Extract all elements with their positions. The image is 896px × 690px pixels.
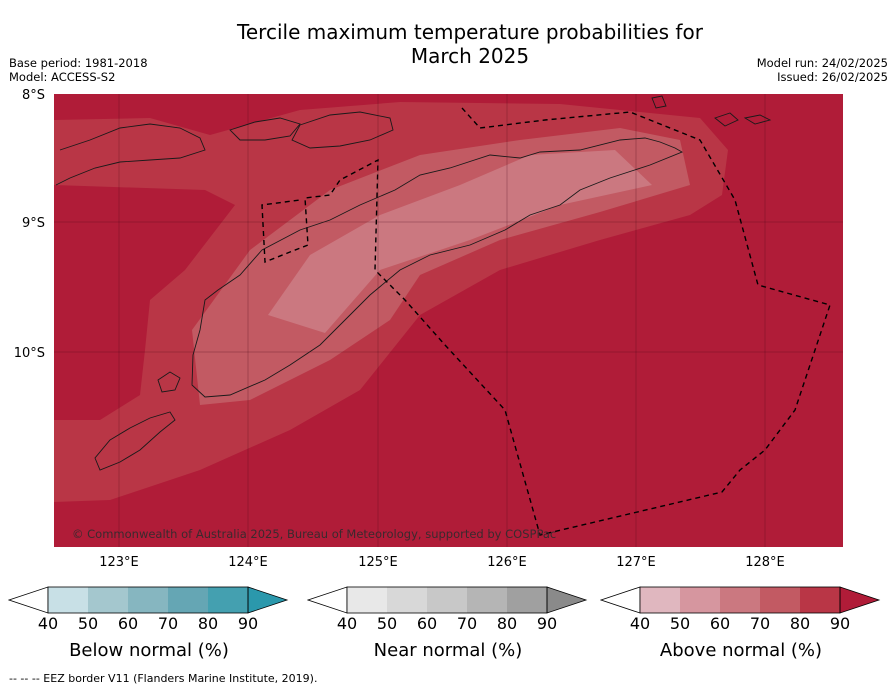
tick-label: 80: [789, 614, 811, 633]
tick-label: 70: [456, 614, 478, 633]
tick-label: 90: [237, 614, 259, 633]
colorbar-swatch: [168, 587, 208, 613]
colorbar-swatch: [760, 587, 800, 613]
probability-60-band: [268, 150, 652, 333]
tick-label: 40: [37, 614, 59, 633]
colorbar-below-normal: [7, 586, 289, 614]
colorbar-upper-extension: [546, 586, 588, 614]
legend-near-normal: [306, 585, 589, 619]
legend-above-normal: [599, 585, 882, 619]
lat-label-10s: 10°S: [14, 346, 45, 361]
tick-label: 60: [117, 614, 139, 633]
latitude-labels: 8°S 9°S 10°S: [14, 88, 45, 361]
issued-date: Issued: 26/02/2025: [777, 70, 888, 84]
lon-label-126e: 126°E: [487, 555, 527, 570]
map-title: Tercile maximum temperature probabilitie…: [170, 20, 770, 68]
model-run: Model run: 24/02/2025: [756, 56, 888, 70]
roti-coastline: [94, 411, 176, 471]
lon-label-123e: 123°E: [99, 555, 139, 570]
colorbar-swatch: [800, 587, 840, 613]
tick-label: 70: [749, 614, 771, 633]
lon-label-128e: 128°E: [745, 555, 785, 570]
tick-label: 90: [536, 614, 558, 633]
colorbar-swatch: [88, 587, 128, 613]
wetar-coastline: [291, 111, 394, 149]
copyright-notice: © Commonwealth of Australia 2025, Bureau…: [72, 527, 556, 541]
tick-label: 50: [376, 614, 398, 633]
map-figure: © Commonwealth of Australia 2025, Bureau…: [14, 88, 843, 570]
colorbar-lower-extension: [306, 586, 348, 614]
tick-label: 40: [336, 614, 358, 633]
map-area: © Commonwealth of Australia 2025, Bureau…: [54, 94, 843, 547]
tick-label: 70: [157, 614, 179, 633]
tick-label: 80: [496, 614, 518, 633]
colorbar-swatch: [640, 587, 680, 613]
longitude-labels: 123°E 124°E 125°E 126°E 127°E 128°E: [99, 555, 785, 570]
tick-label: 50: [77, 614, 99, 633]
lat-label-8s: 8°S: [22, 88, 45, 103]
colorbar-swatch: [48, 587, 88, 613]
colorbar-swatch: [128, 587, 168, 613]
colorbar-swatch: [347, 587, 387, 613]
tick-label: 40: [629, 614, 651, 633]
lat-label-9s: 9°S: [22, 216, 45, 231]
alor-coastline: [229, 117, 301, 141]
tick-label: 60: [709, 614, 731, 633]
graticule: [54, 94, 843, 547]
colorbar-swatch: [680, 587, 720, 613]
map-title-line1: Tercile maximum temperature probabilitie…: [237, 20, 703, 44]
kisar-coastline: [714, 112, 772, 127]
lon-label-125e: 125°E: [358, 555, 398, 570]
romang-coastline: [651, 95, 667, 109]
tick-label: 90: [829, 614, 851, 633]
timor-coastline: [191, 137, 684, 398]
colorbar-lower-extension: [7, 586, 49, 614]
colorbar-lower-extension: [599, 586, 641, 614]
colorbar-upper-extension: [247, 586, 289, 614]
colorbar-swatch: [387, 587, 427, 613]
tick-label: 60: [416, 614, 438, 633]
colorbar-outline: [346, 586, 548, 614]
colorbar-swatch: [467, 587, 507, 613]
legend-above-normal-title: Above normal (%): [659, 640, 823, 661]
colorbar-outline: [47, 586, 249, 614]
eez-border: [261, 107, 831, 536]
legend-below-normal-title: Below normal (%): [69, 640, 229, 661]
colorbar-swatch: [208, 587, 248, 613]
colorbar-swatch: [720, 587, 760, 613]
map-title-line2: March 2025: [410, 44, 530, 68]
meta-left: Base period: 1981-2018 Model: ACCESS-S2: [9, 56, 148, 84]
colorbar-outline: [639, 586, 841, 614]
model-name: Model: ACCESS-S2: [9, 70, 116, 84]
colorbar-swatch: [427, 587, 467, 613]
tick-label: 50: [669, 614, 691, 633]
legend-below-normal: [7, 585, 290, 619]
colorbar-above-normal: [599, 586, 881, 614]
meta-right: Model run: 24/02/2025 Issued: 26/02/2025: [757, 56, 888, 84]
alor-wetar-coastline: [55, 123, 206, 186]
legend-near-normal-title: Near normal (%): [373, 640, 523, 661]
base-period: Base period: 1981-2018: [9, 56, 148, 70]
tick-label: 80: [197, 614, 219, 633]
coastlines: [55, 95, 772, 471]
colorbar-swatch: [507, 587, 547, 613]
eez-footnote: -- -- -- EEZ border V11 (Flanders Marine…: [9, 672, 318, 685]
semau-coastline: [157, 371, 181, 393]
colorbar-near-normal: [306, 586, 588, 614]
lon-label-124e: 124°E: [228, 555, 268, 570]
lon-label-127e: 127°E: [616, 555, 656, 570]
colorbar-upper-extension: [839, 586, 881, 614]
